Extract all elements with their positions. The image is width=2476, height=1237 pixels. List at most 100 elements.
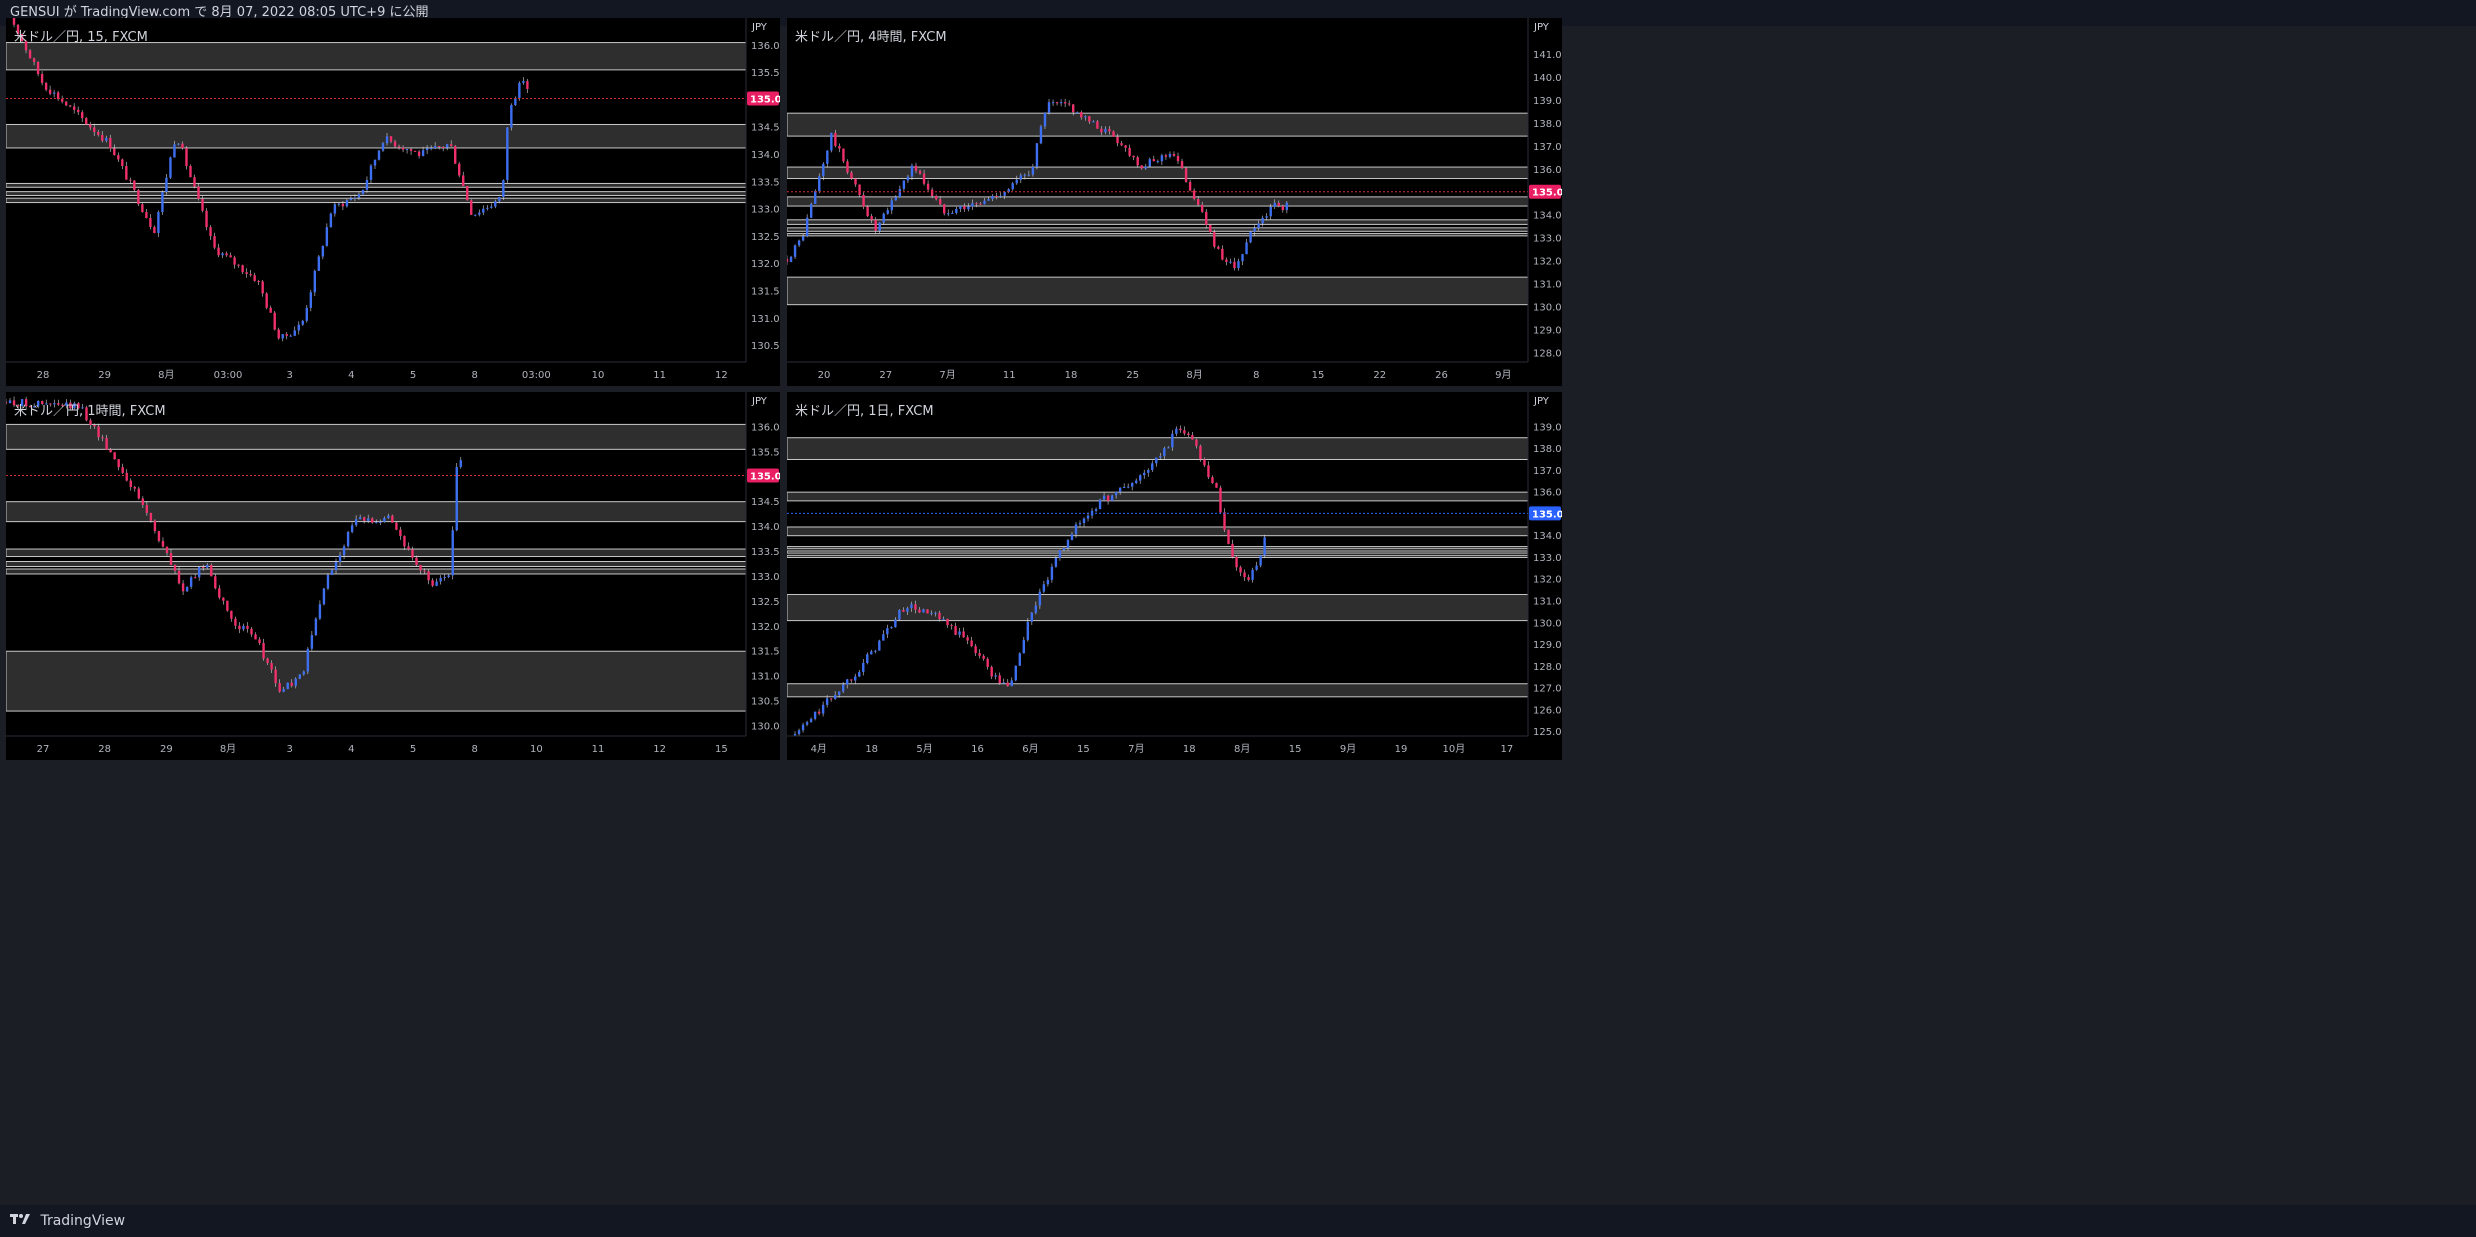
x-tick-label: 28 (37, 370, 50, 381)
candle-body (1054, 557, 1058, 567)
candle-body (886, 210, 889, 214)
y-tick-label: 139.000 (1533, 422, 1562, 433)
candle-body (1277, 202, 1280, 206)
supply-demand-zone (6, 568, 747, 575)
candle-body (1072, 104, 1075, 113)
y-tick-label: 131.000 (751, 314, 780, 325)
y-tick-label: 132.000 (751, 259, 780, 270)
price-axis (1528, 392, 1562, 760)
candle-body (338, 555, 342, 562)
y-tick-label: 130.000 (1533, 618, 1562, 629)
x-tick-label: 29 (98, 370, 111, 381)
candle-body (16, 405, 20, 407)
candle-body (1140, 165, 1143, 169)
candle-body (357, 194, 361, 198)
candle-body (145, 504, 149, 513)
supply-demand-zone (787, 227, 1529, 232)
last-price-label: 135.026 (1532, 188, 1562, 199)
candle-body (1285, 202, 1289, 211)
time-axis (6, 362, 780, 386)
y-tick-label: 131.500 (751, 287, 780, 298)
candle-body (1245, 242, 1248, 255)
candle-body (826, 150, 829, 164)
chart-svg-1d[interactable]: JPY139.000138.000137.000136.000135.00013… (787, 392, 1562, 760)
candle-body (358, 517, 362, 520)
x-tick-label: 7月 (1128, 743, 1144, 755)
chart-svg-15m[interactable]: JPY136.000135.500135.000134.500134.00013… (6, 18, 780, 386)
y-tick-label: 131.500 (751, 647, 780, 658)
x-tick-label: 29 (160, 744, 173, 755)
candle-body (962, 631, 965, 638)
y-tick-label: 136.000 (1533, 488, 1562, 499)
candle-body (189, 165, 192, 178)
x-tick-label: 18 (865, 744, 878, 755)
candle-body (297, 324, 300, 331)
x-tick-label: 15 (1289, 744, 1302, 755)
candle-body (225, 253, 228, 256)
chart-svg-1h[interactable]: JPY136.000135.500135.000134.500134.00013… (6, 392, 780, 760)
candle-body (842, 148, 845, 162)
candle-body (353, 197, 357, 199)
supply-demand-zone (6, 650, 747, 712)
candle-body (214, 576, 217, 589)
candle-body (415, 557, 418, 566)
chart-svg-4h[interactable]: JPY 141.000 140.000 139.000 138.000 137.000 13… (787, 18, 1562, 386)
candle-body (959, 206, 962, 209)
candle-body (193, 177, 196, 187)
candle-body (890, 627, 893, 629)
pane-label: 米ドル／円, 1日, FXCM (795, 404, 934, 419)
y-tick-label: 137.000 (1533, 142, 1562, 153)
candle-body (1042, 584, 1046, 592)
candle-body (1180, 161, 1184, 169)
candle-body (1217, 246, 1220, 249)
candle-body (833, 695, 837, 700)
x-tick-label: 5 (410, 744, 416, 755)
candle-body (825, 698, 829, 705)
candle-body (862, 662, 865, 673)
y-tick-label: 129.000 (1533, 325, 1562, 336)
candle-body (462, 175, 465, 187)
chart-pane-1h[interactable]: JPY136.000135.500135.000134.500134.00013… (6, 392, 780, 760)
candle-body (858, 184, 861, 196)
candle-body (818, 176, 821, 192)
candle-body (117, 155, 120, 160)
candle-body (963, 206, 966, 210)
chart-pane-15m[interactable]: JPY136.000135.500135.000134.500134.00013… (6, 18, 780, 386)
candle-body (1225, 259, 1228, 263)
candle-body (53, 403, 56, 405)
time-axis (787, 736, 1562, 760)
candle-body (421, 150, 425, 156)
chart-pane-1d[interactable]: JPY139.000138.000137.000136.000135.00013… (787, 392, 1562, 760)
candle-body (1148, 159, 1151, 167)
candle-body (983, 200, 986, 205)
candle-body (910, 165, 914, 177)
candle-body (1188, 181, 1192, 191)
supply-demand-zone (787, 550, 1529, 554)
chart-pane-4h[interactable]: JPY 141.000 140.000 139.000 138.000 137.000 13… (787, 18, 1562, 386)
supply-demand-zone (787, 546, 1529, 550)
candle-body (942, 618, 945, 620)
candle-body (241, 265, 244, 273)
y-tick-label: 126.000 (1533, 705, 1562, 716)
candle-body (1130, 482, 1134, 487)
candle-body (44, 82, 48, 90)
last-price-tag (1529, 184, 1561, 199)
candle-body (1143, 472, 1146, 476)
candle-body (878, 222, 881, 231)
candle-body (1164, 155, 1168, 157)
supply-demand-zone (6, 197, 747, 204)
candle-body (922, 173, 926, 184)
candle-body (1023, 174, 1027, 176)
candle-body (1196, 199, 1200, 205)
candle-body (253, 275, 256, 281)
candle-body (133, 180, 136, 190)
candle-body (874, 219, 877, 231)
currency-label: JPY (1533, 22, 1550, 33)
candle-body (1159, 456, 1162, 458)
x-tick-label: 11 (653, 370, 666, 381)
candle-body (801, 724, 805, 731)
candle-body (498, 196, 501, 202)
x-tick-label: 18 (1183, 744, 1196, 755)
candle-body (349, 198, 353, 201)
candle-body (898, 609, 901, 620)
